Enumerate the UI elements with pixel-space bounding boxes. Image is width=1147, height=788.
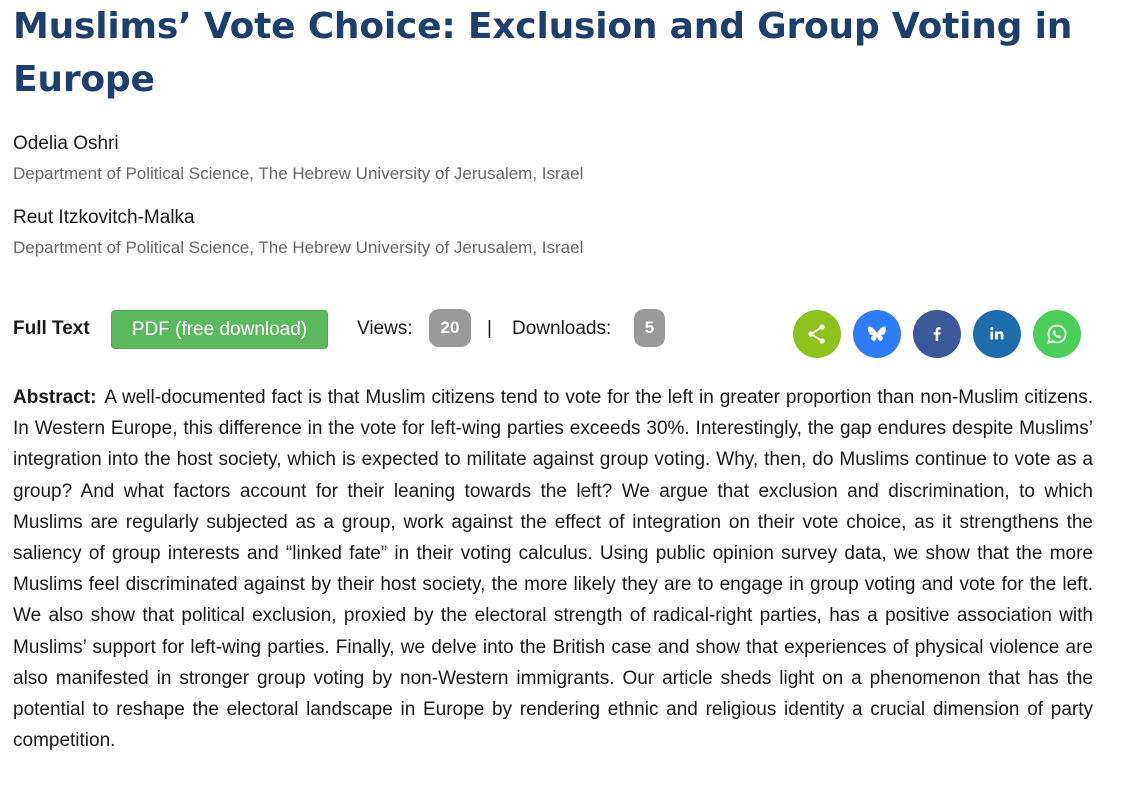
facebook-share-button[interactable] [913,310,961,358]
fulltext-bar: Full Text PDF (free download) Views: 20 … [13,309,1113,349]
downloads-label: Downloads: [512,318,612,339]
full-text-label: Full Text [13,318,90,339]
views-count-badge: 20 [429,309,471,347]
downloads-count-badge: 5 [634,309,665,347]
abstract: Abstract: A well-documented fact is that … [13,382,1093,756]
abstract-label: Abstract: [13,387,97,408]
linkedin-share-button[interactable] [973,310,1021,358]
share-icon [808,324,825,344]
stat-separator: | [487,318,492,339]
bluesky-share-button[interactable] [853,310,901,358]
author-affiliation: Department of Political Science, The Heb… [13,238,584,257]
author-affiliation: Department of Political Science, The Heb… [13,164,584,183]
share-button[interactable] [793,310,841,358]
author-name[interactable]: Odelia Oshri [13,133,119,154]
linkedin-icon [990,327,1004,340]
whatsapp-icon [1047,324,1067,344]
pdf-download-button[interactable]: PDF (free download) [111,310,328,349]
facebook-icon [933,327,941,341]
views-label: Views: [357,318,413,339]
bluesky-icon [868,326,886,342]
article-title: Muslims’ Vote Choice: Exclusion and Grou… [13,6,1073,100]
abstract-text: A well-documented fact is that Muslim ci… [13,387,1093,752]
author-name[interactable]: Reut Itzkovitch-Malka [13,207,195,228]
whatsapp-share-button[interactable] [1033,310,1081,358]
